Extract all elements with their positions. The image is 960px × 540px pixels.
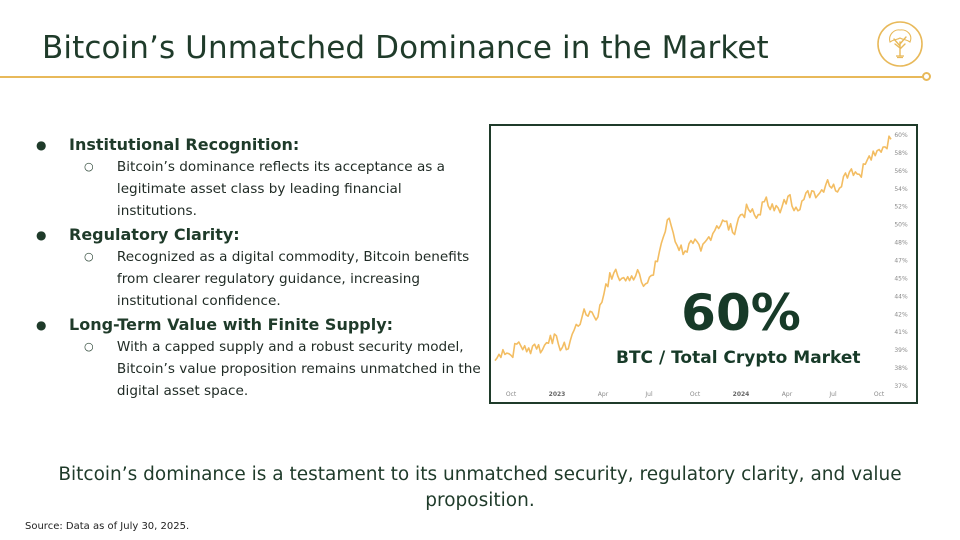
- y-tick-label: 42%: [894, 311, 908, 318]
- y-tick-label: 41%: [894, 329, 908, 336]
- dominance-label: BTC / Total Crypto Market: [616, 348, 861, 368]
- y-tick-label: 54%: [894, 186, 908, 193]
- y-tick-label: 44%: [894, 293, 908, 300]
- tagline: Bitcoin’s dominance is a testament to it…: [58, 464, 902, 511]
- y-tick-label: 48%: [894, 240, 908, 247]
- bullet-heading: Regulatory Clarity:: [69, 225, 240, 244]
- sub-bullet-circle-icon: ○: [84, 160, 94, 173]
- bullet-dot-icon: ●: [36, 138, 47, 152]
- y-tick-label: 56%: [894, 168, 908, 175]
- btc-dominance-line: [494, 135, 892, 362]
- bullet-list: ● Institutional Recognition: ○ Bitcoin’s…: [36, 132, 481, 402]
- bullet-item: ● Long-Term Value with Finite Supply:: [36, 314, 481, 336]
- y-tick-label: 45%: [894, 275, 908, 282]
- x-tick-label: 2024: [733, 391, 750, 398]
- dominance-value: 60%: [681, 284, 801, 342]
- bullet-dot-icon: ●: [36, 228, 47, 242]
- sub-bullet-text: Recognized as a digital commodity, Bitco…: [116, 249, 470, 309]
- x-tick-label: Oct: [690, 391, 701, 398]
- tree-logo-icon: [876, 20, 924, 68]
- y-tick-label: 52%: [894, 204, 908, 211]
- x-tick-label: Apr: [598, 391, 609, 398]
- title-divider-endpoint: [922, 72, 931, 81]
- y-tick-label: 38%: [894, 365, 908, 372]
- bullet-item: ● Regulatory Clarity:: [36, 224, 481, 246]
- source-note: Source: Data as of July 30, 2025.: [25, 521, 190, 532]
- x-tick-label: Jul: [644, 391, 653, 398]
- sub-bullet-circle-icon: ○: [84, 250, 94, 263]
- y-tick-label: 37%: [894, 383, 908, 390]
- bullet-item: ● Institutional Recognition:: [36, 134, 481, 156]
- sub-bullet-item: ○ Recognized as a digital commodity, Bit…: [84, 246, 481, 312]
- x-tick-label: 2023: [549, 391, 566, 398]
- sub-bullet-item: ○ With a capped supply and a robust secu…: [84, 336, 481, 402]
- sub-bullet-circle-icon: ○: [84, 340, 94, 353]
- x-tick-label: Jul: [828, 391, 837, 398]
- x-axis-ticks: Oct 2023 Apr Jul Oct 2024 Apr Jul Oct: [506, 391, 885, 398]
- btc-dominance-chart: 60% 58% 56% 54% 52% 50% 48% 47% 45% 44% 42% 41% 39% 3…: [489, 124, 918, 404]
- sub-bullet-text: Bitcoin’s dominance reflects its accepta…: [116, 159, 446, 219]
- title-divider: [0, 76, 924, 78]
- y-tick-label: 60%: [894, 132, 908, 139]
- y-tick-label: 39%: [894, 347, 908, 354]
- bullet-dot-icon: ●: [36, 318, 47, 332]
- page-title: Bitcoin’s Unmatched Dominance in the Mar…: [42, 30, 769, 66]
- y-tick-label: 47%: [894, 258, 908, 265]
- y-axis-ticks: 60% 58% 56% 54% 52% 50% 48% 47% 45% 44% 42% 41% 39% 3…: [894, 132, 908, 390]
- x-tick-label: Apr: [782, 391, 793, 398]
- sub-bullet-text: With a capped supply and a robust securi…: [116, 339, 481, 399]
- bullet-heading: Institutional Recognition:: [69, 135, 300, 154]
- x-tick-label: Oct: [506, 391, 517, 398]
- y-tick-label: 50%: [894, 222, 908, 229]
- sub-bullet-item: ○ Bitcoin’s dominance reflects its accep…: [84, 156, 481, 222]
- chart-canvas: 60% 58% 56% 54% 52% 50% 48% 47% 45% 44% 42% 41% 39% 3…: [494, 132, 908, 398]
- x-tick-label: Oct: [874, 391, 885, 398]
- y-tick-label: 58%: [894, 150, 908, 157]
- bullet-heading: Long-Term Value with Finite Supply:: [69, 315, 394, 334]
